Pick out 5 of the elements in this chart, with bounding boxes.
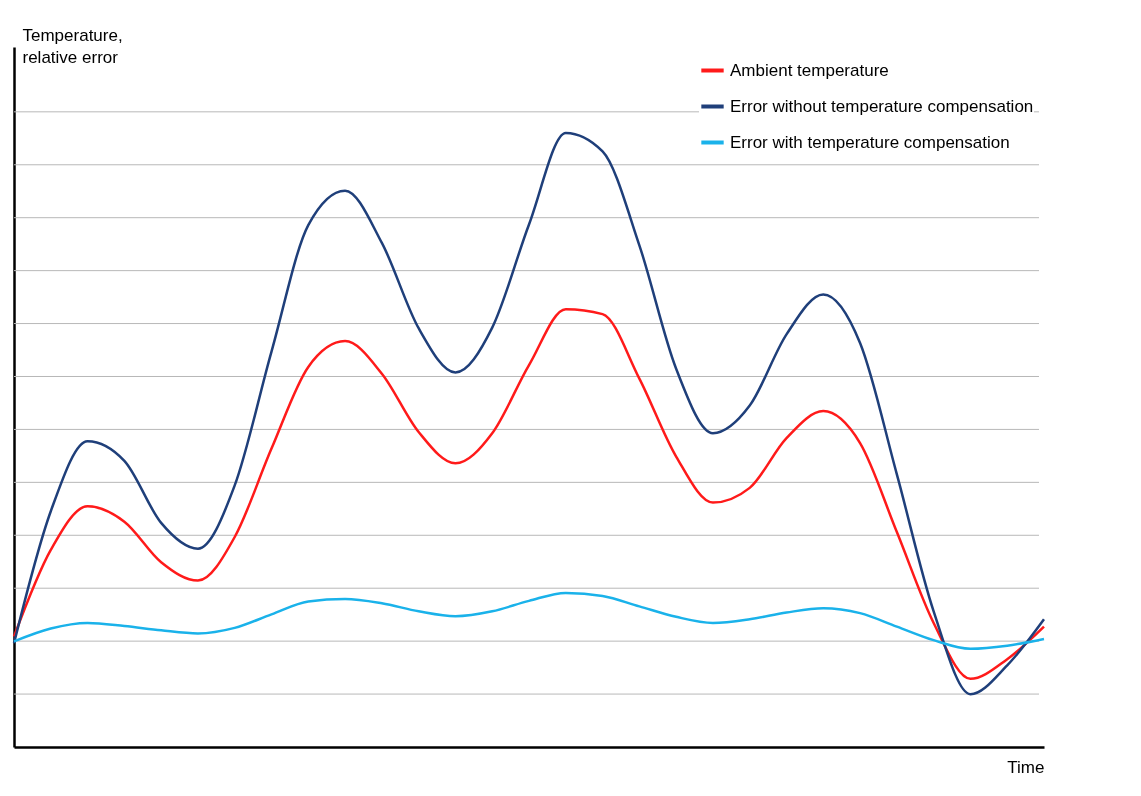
legend-label: Ambient temperature [730,60,889,80]
x-axis-title: Time [1007,757,1045,777]
y-axis-title: Temperature, relative error [22,25,123,67]
legend-label: Error without temperature compensation [730,96,1034,116]
legend-label: Error with temperature compensation [730,132,1010,152]
